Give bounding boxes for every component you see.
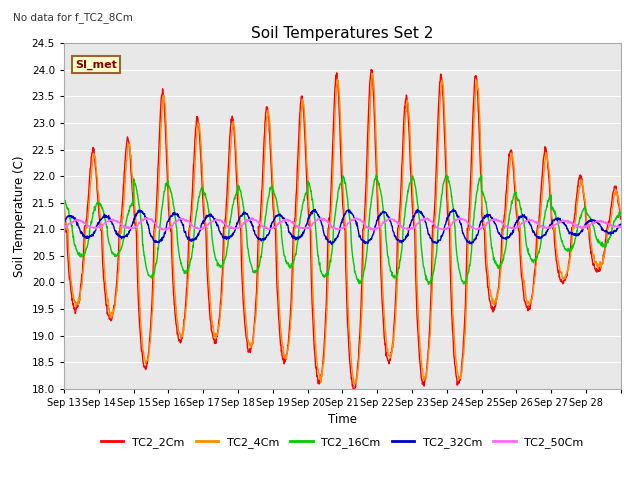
Line: TC2_50Cm: TC2_50Cm (64, 217, 621, 230)
TC2_4Cm (60, 199, 68, 205)
TC2_4Cm (611, 190, 618, 196)
TC2_32Cm (60, 220, 68, 226)
Y-axis label: Soil Temperature (C): Soil Temperature (C) (13, 155, 26, 277)
TC2_16Cm (60, 201, 68, 207)
TC2_50Cm (142, 215, 150, 220)
TC2_4Cm (147, 329, 155, 335)
TC2_50Cm (328, 224, 336, 229)
TC2_32Cm (147, 234, 155, 240)
Line: TC2_2Cm: TC2_2Cm (64, 70, 621, 392)
TC2_50Cm (317, 215, 325, 221)
TC2_50Cm (556, 219, 564, 225)
TC2_32Cm (328, 239, 336, 245)
TC2_4Cm (556, 267, 564, 273)
Line: TC2_32Cm: TC2_32Cm (64, 209, 621, 244)
Line: TC2_16Cm: TC2_16Cm (64, 175, 621, 285)
TC2_2Cm (328, 171, 335, 177)
TC2_50Cm (148, 216, 156, 222)
Text: SI_met: SI_met (75, 60, 117, 70)
Legend: TC2_2Cm, TC2_4Cm, TC2_16Cm, TC2_32Cm, TC2_50Cm: TC2_2Cm, TC2_4Cm, TC2_16Cm, TC2_32Cm, TC… (97, 432, 588, 452)
TC2_2Cm (556, 276, 564, 282)
Text: No data for f_TC2_8Cm: No data for f_TC2_8Cm (13, 12, 132, 23)
TC2_4Cm (317, 375, 325, 381)
TC2_2Cm (351, 389, 358, 395)
TC2_50Cm (404, 228, 412, 233)
TC2_32Cm (556, 216, 564, 221)
TC2_4Cm (474, 86, 482, 92)
X-axis label: Time: Time (328, 413, 357, 426)
TC2_2Cm (60, 211, 68, 216)
TC2_16Cm (617, 209, 625, 215)
TC2_16Cm (474, 182, 482, 188)
TC2_4Cm (328, 201, 335, 207)
TC2_32Cm (328, 241, 335, 247)
TC2_32Cm (474, 230, 482, 236)
TC2_50Cm (617, 224, 625, 230)
TC2_50Cm (611, 223, 618, 229)
TC2_16Cm (328, 251, 335, 257)
TC2_2Cm (474, 108, 482, 113)
TC2_2Cm (617, 216, 625, 222)
TC2_32Cm (611, 228, 618, 234)
TC2_4Cm (617, 212, 625, 218)
Line: TC2_4Cm: TC2_4Cm (64, 73, 621, 384)
TC2_50Cm (60, 225, 68, 230)
TC2_2Cm (317, 372, 325, 377)
TC2_16Cm (611, 218, 618, 224)
TC2_50Cm (474, 227, 482, 232)
TC2_16Cm (425, 282, 433, 288)
TC2_2Cm (611, 184, 618, 190)
TC2_2Cm (147, 316, 155, 322)
TC2_16Cm (556, 230, 564, 236)
TC2_4Cm (351, 381, 358, 387)
TC2_4Cm (369, 71, 376, 76)
TC2_32Cm (317, 219, 325, 225)
Title: Soil Temperatures Set 2: Soil Temperatures Set 2 (252, 25, 433, 41)
TC2_16Cm (317, 268, 325, 274)
TC2_2Cm (367, 67, 375, 72)
TC2_16Cm (372, 172, 380, 178)
TC2_32Cm (450, 206, 458, 212)
TC2_16Cm (147, 275, 155, 280)
TC2_32Cm (617, 221, 625, 227)
